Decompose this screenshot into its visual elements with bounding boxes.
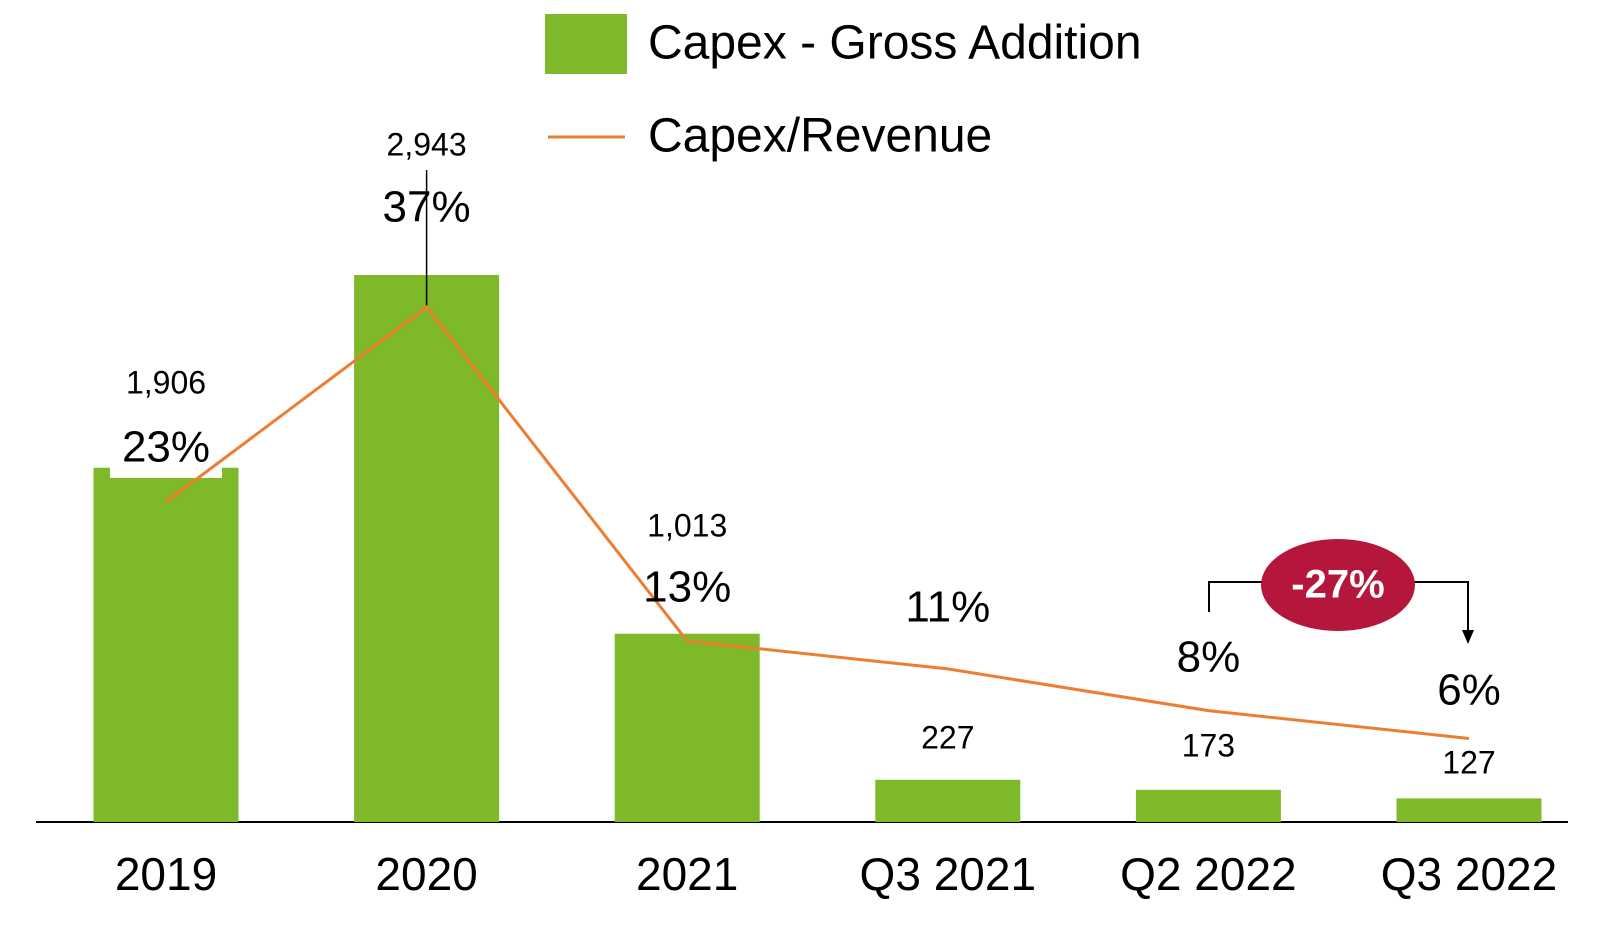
bar-value-label: 173 bbox=[1182, 727, 1235, 763]
label-background bbox=[110, 422, 222, 478]
line-value-label: 23% bbox=[122, 423, 210, 472]
arrow-head bbox=[1462, 630, 1474, 644]
legend-label: Capex/Revenue bbox=[648, 110, 992, 163]
bar bbox=[354, 275, 500, 822]
line-value-label: 13% bbox=[643, 563, 731, 612]
x-tick-label: 2021 bbox=[636, 848, 738, 900]
line-value-label: 11% bbox=[905, 583, 990, 632]
line-value-label: 6% bbox=[1437, 666, 1501, 715]
annotation-text: -27% bbox=[1291, 563, 1384, 607]
line bbox=[165, 304, 1470, 740]
bar bbox=[875, 779, 1021, 822]
bracket bbox=[1208, 581, 1469, 632]
bar-value-label: 1,013 bbox=[647, 507, 727, 543]
bar bbox=[93, 467, 239, 822]
x-tick-label: Q3 2021 bbox=[860, 848, 1036, 900]
line-value-label: 8% bbox=[1177, 633, 1241, 682]
annotation-badge bbox=[1261, 539, 1415, 631]
bar-value-label: 1,906 bbox=[126, 364, 206, 400]
bar bbox=[1135, 789, 1281, 822]
x-tick-label: 2019 bbox=[115, 848, 217, 900]
bar bbox=[1396, 798, 1542, 822]
bar bbox=[614, 633, 760, 822]
legend-swatch bbox=[545, 14, 627, 74]
x-tick-label: Q2 2022 bbox=[1120, 848, 1296, 900]
bar-value-label: 2,943 bbox=[387, 126, 467, 162]
legend-label: Capex - Gross Addition bbox=[648, 17, 1142, 70]
line-value-label: 37% bbox=[383, 183, 471, 232]
x-tick-label: 2020 bbox=[375, 848, 477, 900]
bar-value-label: 227 bbox=[921, 719, 974, 755]
x-tick-label: Q3 2022 bbox=[1381, 848, 1557, 900]
bar-value-label: 127 bbox=[1442, 744, 1495, 780]
